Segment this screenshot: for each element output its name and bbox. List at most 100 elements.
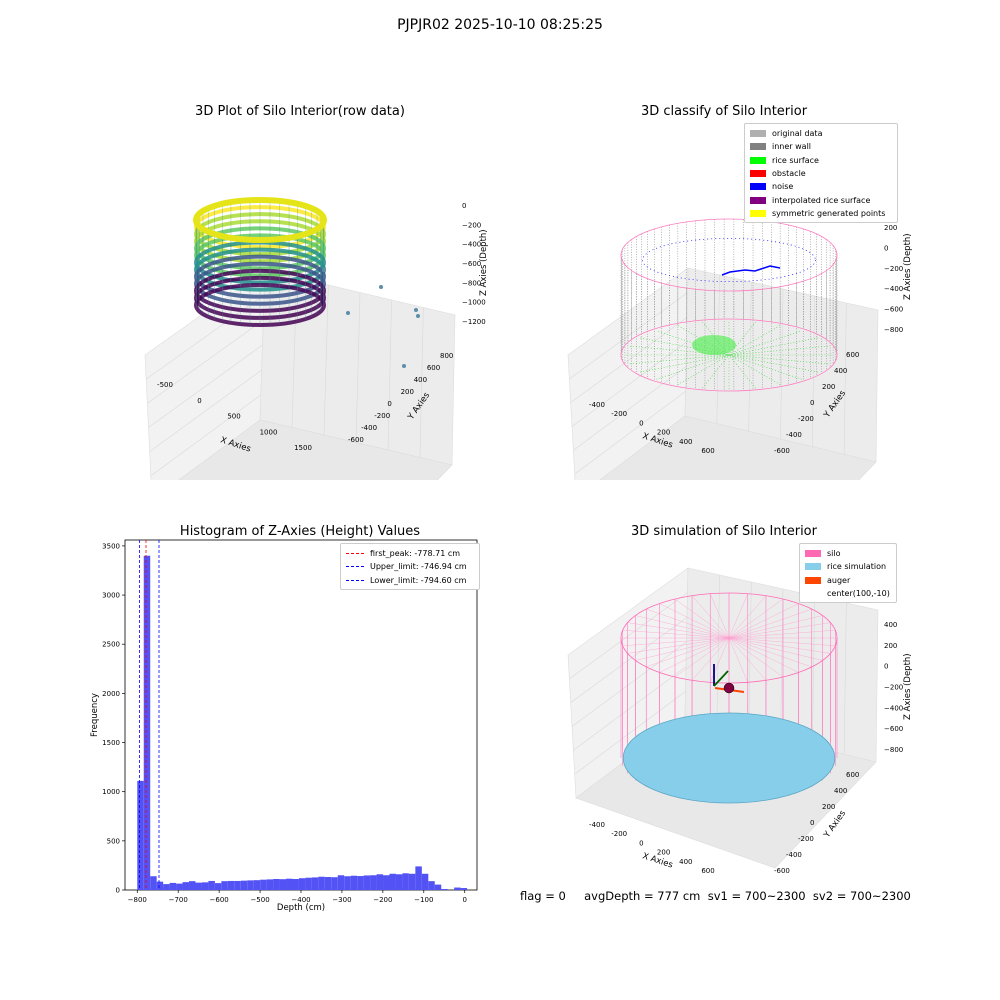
simulation-legend-item: rice simulation	[805, 560, 891, 573]
simulation-legend-label: rice simulation	[827, 562, 887, 572]
simulation-ztick-label: −600	[884, 725, 903, 733]
histogram-legend-label: Upper_limit: -746.94 cm	[370, 562, 467, 572]
simulation-silo-spoke	[710, 593, 730, 639]
gridline	[812, 595, 815, 747]
simulation-silo-spoke	[635, 615, 730, 639]
classify-point-top	[620, 218, 838, 292]
simulation-xtick-label: 0	[639, 839, 643, 847]
simulation-3d-shapes	[620, 592, 838, 804]
classify-legend-label: symmetric generated points	[772, 208, 886, 218]
raw-ytick-label: -600	[348, 436, 364, 444]
classify-legend-item: original data	[750, 127, 892, 140]
simulation-ytick-label: -400	[786, 851, 802, 859]
classify-legend-swatch	[750, 183, 766, 191]
raw-xtick-label: 1500	[294, 444, 312, 452]
simulation-ytick-label: 200	[822, 803, 835, 811]
raw-point-outlier	[402, 364, 406, 368]
classify-ytick-label: 200	[822, 383, 835, 391]
simulation-rice-surface	[622, 712, 836, 804]
histogram-bar	[408, 873, 416, 890]
gridline	[570, 617, 688, 703]
simulation-ztick-label: 0	[884, 663, 888, 671]
histogram-ytick-label: 1500	[102, 739, 120, 747]
simulation-3d-plot: -400 -200 0 200 400 600 -600 -400 -200 0 200 400 600…	[567, 567, 913, 875]
histogram-ylabel: Frequency	[90, 693, 100, 737]
histogram-bar	[169, 882, 177, 890]
simulation-silo-spoke	[627, 622, 730, 639]
classify-xtick-label: 400	[679, 438, 692, 446]
raw-ytick-label: 0	[387, 400, 391, 408]
simulation-silo-spoke	[728, 615, 823, 639]
simulation-silo-spoke	[728, 595, 767, 639]
raw-point-outlier	[322, 268, 326, 272]
histogram-bar	[266, 879, 274, 890]
simulation-silo-spoke	[728, 637, 799, 673]
classify-ztick-label: −400	[884, 285, 903, 293]
raw-ztick-label: −200	[462, 221, 481, 229]
histogram-bar	[253, 880, 261, 890]
raw-xtick-label: 0	[197, 397, 201, 405]
raw-ytick-label: 200	[401, 388, 414, 396]
gridline	[149, 369, 262, 452]
classify-legend-label: original data	[772, 129, 823, 139]
simulation-silo-spoke	[622, 637, 730, 647]
raw-ztick-label: −800	[462, 279, 481, 287]
histogram-legend-swatch	[346, 566, 364, 568]
raw-point-outlier	[346, 311, 350, 315]
classify-ytick-label: -200	[798, 415, 814, 423]
histogram-ytick-label: 1000	[102, 788, 120, 796]
classify-ztick-label: −600	[884, 306, 903, 314]
raw-ztick-label: −1000	[462, 299, 486, 307]
histogram-bar	[182, 882, 190, 890]
classify-point-bottom	[620, 318, 838, 392]
simulation-silo-spoke	[728, 637, 831, 654]
classify-legend-item: rice surface	[750, 154, 892, 167]
histogram-ytick-label: 500	[107, 837, 120, 845]
simulation-silo-spoke	[728, 637, 823, 661]
classify-3d-plot: -400 -200 0 200 400 600 -600 -400 -200 0 200 400 600…	[567, 218, 913, 480]
simulation-ztick-label: −400	[884, 704, 903, 712]
simulation-plot-title: 3D simulation of Silo Interior	[631, 524, 817, 539]
classify-point-rice	[629, 345, 829, 365]
classify-plot-title: 3D classify of Silo Interior	[640, 104, 808, 119]
classify-legend: original data inner wall rice surface obsta…	[744, 123, 898, 224]
simulation-xtick-label: -400	[589, 821, 605, 829]
gridline	[571, 641, 687, 727]
histogram-bar	[247, 880, 254, 890]
histogram-xtick-label: −700	[169, 896, 188, 904]
classify-ytick-label: -600	[774, 447, 790, 455]
histogram-bar	[240, 880, 248, 890]
gridline	[569, 592, 688, 680]
gridline	[812, 295, 815, 447]
histogram-bar	[344, 876, 351, 890]
raw-point-outlier	[414, 308, 418, 312]
gridline	[843, 602, 847, 755]
histogram-bar	[318, 876, 325, 890]
classify-point-noise-cluster	[721, 265, 781, 276]
simulation-ztick-label: 400	[884, 621, 897, 629]
classify-legend-label: rice surface	[772, 155, 819, 165]
raw-xtick-label: 500	[227, 413, 240, 421]
histogram-bar	[273, 878, 280, 890]
raw-ztick-label: −400	[462, 241, 481, 249]
histogram-bar	[305, 877, 312, 890]
simulation-silo-spoke	[728, 603, 799, 639]
simulation-xtick-label: 200	[657, 849, 670, 857]
histogram-title: Histogram of Z-Axies (Height) Values	[179, 524, 421, 539]
simulation-legend-swatch	[805, 576, 821, 584]
classify-legend-swatch	[750, 156, 766, 164]
histogram-bar	[363, 875, 371, 890]
histogram-threshold-lines	[139, 540, 160, 890]
histogram-bar	[402, 873, 409, 890]
histogram-bar	[292, 878, 299, 890]
histogram-bar	[156, 881, 164, 890]
raw-plot-title: 3D Plot of Silo Interior(row data)	[195, 104, 405, 119]
histogram-legend: first_peak: -778.71 cm Upper_limit: -746.…	[340, 543, 480, 590]
classify-legend-swatch	[750, 196, 766, 204]
histogram-ytick-label: 2000	[102, 690, 120, 698]
histogram-bar	[150, 876, 157, 890]
histogram-legend-item: Lower_limit: -794.60 cm	[346, 574, 474, 587]
simulation-xtick-label: 400	[679, 858, 692, 866]
histogram-bar	[357, 876, 364, 890]
classify-xtick-label: -400	[589, 401, 605, 409]
